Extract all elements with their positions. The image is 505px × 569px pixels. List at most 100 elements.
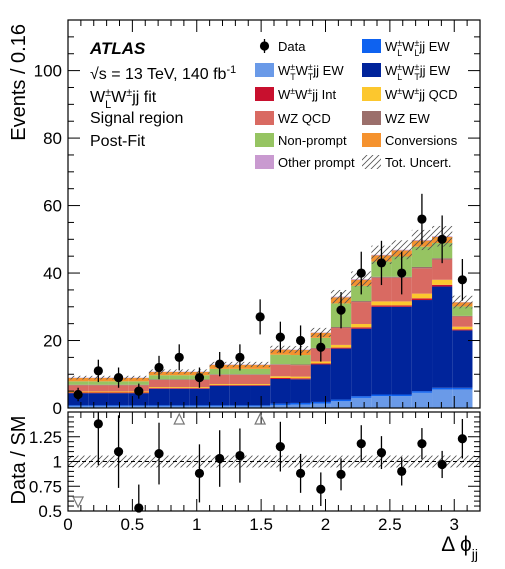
bar-2-3 bbox=[128, 393, 149, 406]
data-point bbox=[397, 268, 407, 278]
ytick-label: 60 bbox=[43, 197, 62, 216]
bar-6-14 bbox=[351, 301, 372, 303]
legend-label: Non-prompt bbox=[278, 133, 347, 148]
bar-1-19 bbox=[452, 387, 473, 390]
bar-7-3 bbox=[128, 381, 149, 385]
bar-2-15 bbox=[371, 306, 392, 395]
bar-7-5 bbox=[169, 375, 190, 380]
legend-swatch bbox=[362, 133, 381, 147]
bar-1-2 bbox=[108, 405, 129, 407]
data-point bbox=[235, 352, 245, 362]
xtick-label: 0.5 bbox=[121, 515, 145, 534]
bar-5-15 bbox=[371, 277, 392, 302]
bar-0-10 bbox=[270, 405, 291, 408]
ratio-point bbox=[295, 468, 306, 478]
ratio-point bbox=[154, 448, 164, 459]
bar-7-10 bbox=[270, 354, 291, 365]
xtick-label: 0 bbox=[63, 515, 72, 534]
bar-1-5 bbox=[169, 405, 190, 407]
ratio-point bbox=[316, 484, 326, 494]
legend-swatch bbox=[362, 111, 381, 125]
uncert-9 bbox=[250, 361, 271, 368]
xtick-label: 2 bbox=[321, 515, 330, 534]
bar-4-10 bbox=[270, 376, 291, 378]
bar-4-5 bbox=[169, 387, 190, 389]
bar-4-8 bbox=[229, 384, 251, 386]
bar-1-4 bbox=[148, 405, 170, 407]
bar-6-10 bbox=[270, 364, 291, 365]
bar-2-9 bbox=[250, 385, 271, 406]
data-point bbox=[376, 258, 387, 268]
bar-7-19 bbox=[452, 306, 473, 316]
ratio-y-axis-label: Data / SM bbox=[8, 416, 30, 505]
bar-6-11 bbox=[290, 364, 311, 366]
xtick-label: 1.5 bbox=[249, 515, 273, 534]
legend-swatch bbox=[255, 133, 274, 147]
bar-4-12 bbox=[310, 361, 331, 364]
data-point bbox=[255, 312, 265, 322]
bar-1-9 bbox=[250, 405, 271, 407]
legend-swatch bbox=[255, 63, 274, 77]
bar-0-17 bbox=[411, 392, 433, 408]
ratio-point bbox=[336, 469, 346, 479]
legend-swatch bbox=[362, 63, 381, 77]
uncert-5 bbox=[169, 369, 190, 374]
legend-entry: Other prompt bbox=[255, 155, 355, 170]
bar-3-15 bbox=[371, 305, 392, 307]
bar-4-1 bbox=[88, 391, 109, 393]
legend-entry: Data bbox=[259, 39, 306, 54]
bar-1-7 bbox=[209, 405, 230, 407]
bar-2-4 bbox=[148, 388, 170, 406]
ratio-point bbox=[93, 419, 103, 429]
uncert-3 bbox=[128, 375, 149, 380]
uncert-16 bbox=[391, 240, 412, 260]
ratio-point bbox=[457, 434, 467, 444]
bar-2-1 bbox=[88, 393, 109, 406]
legend-entry: WZ EW bbox=[362, 111, 430, 126]
bar-3-10 bbox=[270, 377, 291, 379]
bar-0-1 bbox=[88, 406, 109, 408]
bar-4-4 bbox=[148, 387, 170, 389]
ratio-point bbox=[134, 503, 144, 513]
bar-2-13 bbox=[330, 348, 352, 400]
bar-2-18 bbox=[432, 286, 453, 388]
ratio-point bbox=[194, 468, 205, 478]
bar-3-1 bbox=[88, 392, 109, 394]
ratio-point bbox=[356, 439, 366, 449]
bar-2-14 bbox=[351, 328, 372, 397]
bar-5-17 bbox=[411, 268, 433, 294]
data-point bbox=[336, 305, 346, 315]
ratio-ytick-label: 1 bbox=[53, 453, 62, 472]
legend-swatch bbox=[255, 155, 274, 169]
bar-5-4 bbox=[148, 380, 170, 388]
ratio-point bbox=[417, 439, 427, 449]
series-1 bbox=[68, 387, 473, 407]
bar-6-4 bbox=[148, 379, 170, 380]
ratio-point bbox=[215, 453, 225, 464]
legend-entry: W±W±jj Int bbox=[255, 86, 337, 102]
legend-label: W±W±jj Int bbox=[278, 86, 337, 102]
legend: Data W± TW± Tjj EW W±W±jj Int WZ QCD Non-promp… bbox=[255, 38, 458, 170]
data-point bbox=[417, 214, 427, 224]
legend-label: W± LW± Ljj EW bbox=[385, 38, 450, 58]
uncert-12 bbox=[310, 327, 331, 337]
bar-3-19 bbox=[452, 329, 473, 331]
legend-swatch bbox=[362, 39, 381, 53]
bar-5-2 bbox=[108, 385, 129, 392]
bar-2-11 bbox=[290, 379, 311, 403]
bar-7-8 bbox=[229, 368, 251, 375]
series-2 bbox=[68, 286, 473, 406]
bar-4-19 bbox=[452, 326, 473, 330]
ratio-point bbox=[235, 450, 245, 461]
energy-lumi-label: √s = 13 TeV, 140 fb-1 bbox=[90, 64, 236, 83]
legend-entry: W±W±jj QCD bbox=[362, 86, 458, 102]
bar-3-5 bbox=[169, 388, 190, 389]
data-point bbox=[275, 332, 285, 342]
bar-3-13 bbox=[330, 347, 352, 349]
bar-3-4 bbox=[148, 388, 170, 389]
legend-label: W± TW± Tjj EW bbox=[278, 62, 344, 82]
data-point bbox=[113, 373, 124, 383]
bar-5-1 bbox=[88, 385, 109, 392]
